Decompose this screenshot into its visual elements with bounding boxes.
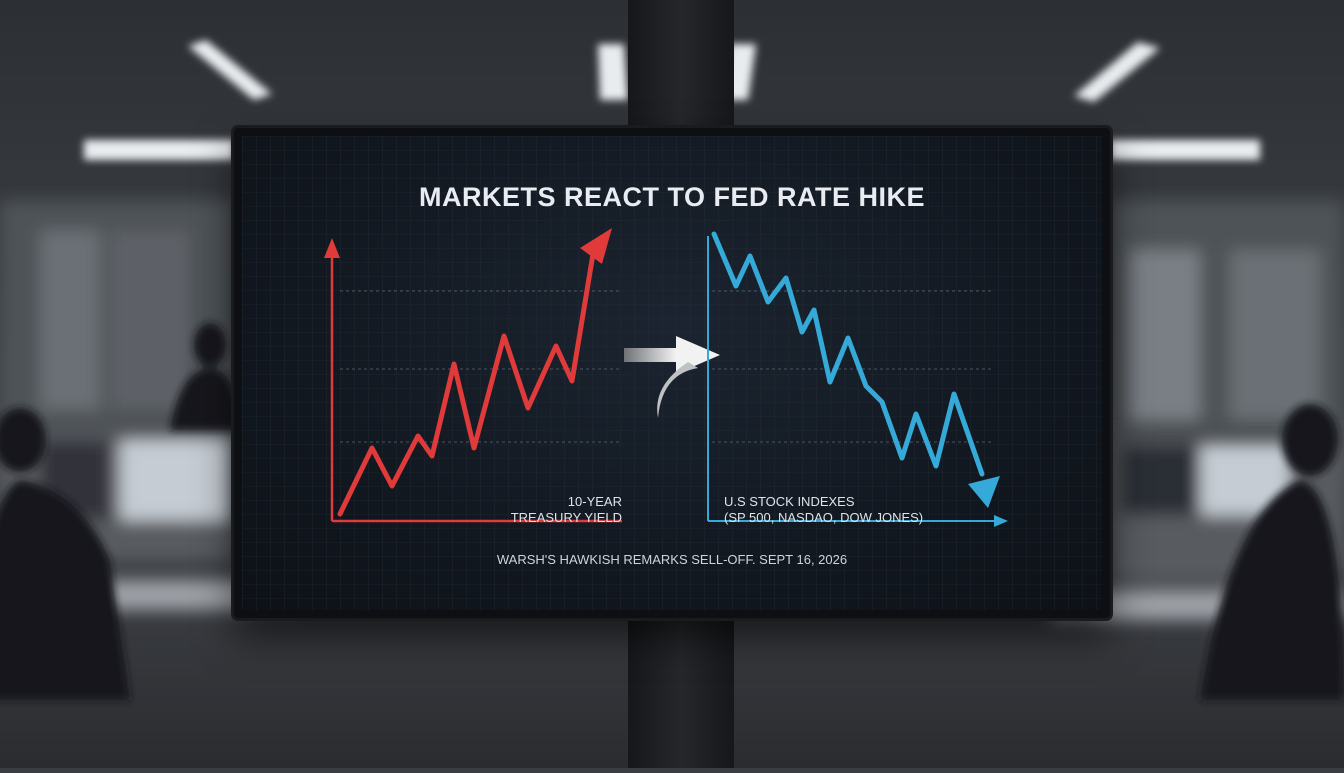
people-silhouettes xyxy=(0,323,1344,700)
treasury-yield-label-line2: TREASURY YIELD xyxy=(510,510,622,525)
stock-index-line xyxy=(711,231,985,477)
left-chart-axes xyxy=(324,238,622,523)
treasury-yield-line xyxy=(337,245,597,517)
background-grid xyxy=(242,136,1102,610)
stock-index-label: U.S STOCK INDEXES (SP 500, NASDAO, DOW J… xyxy=(724,494,944,526)
treasury-yield-label-line1: 10-YEAR xyxy=(567,494,622,509)
charts-graphic xyxy=(242,136,1102,610)
stock-index-label-line2: (SP 500, NASDAO, DOW JONES) xyxy=(724,510,924,525)
stock-index-label-line1: U.S STOCK INDEXES xyxy=(724,494,855,509)
curved-arrow-right-icon xyxy=(624,336,720,418)
screen-caption: WARSH'S HAWKISH REMARKS SELL-OFF. SEPT 1… xyxy=(496,552,848,567)
chart-title: MARKETS REACT TO FED RATE HIKE xyxy=(418,182,925,212)
treasury-yield-arrowhead xyxy=(580,228,612,264)
monitor-screen: MARKETS REACT TO FED RATE HIKE 10-YEAR T… xyxy=(242,136,1102,610)
stock-index-arrowhead xyxy=(968,476,1000,508)
right-chart-axes xyxy=(707,236,1008,527)
wall-monitor: MARKETS REACT TO FED RATE HIKE 10-YEAR T… xyxy=(234,128,1110,618)
right-chart-guides xyxy=(712,290,992,443)
treasury-yield-label: 10-YEAR TREASURY YIELD xyxy=(480,494,622,526)
